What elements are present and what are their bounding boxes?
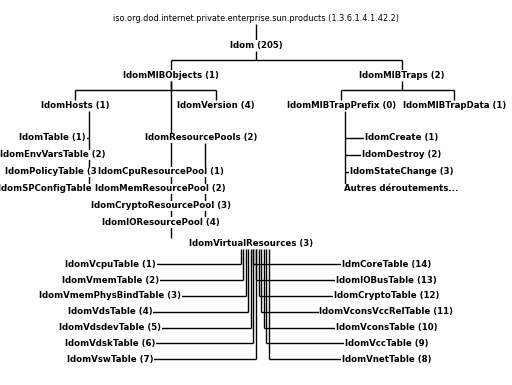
Text: ldomDestroy (2): ldomDestroy (2) [362,150,441,159]
Text: ldomMemResourcePool (2): ldomMemResourcePool (2) [95,184,226,193]
Text: ldomIOBusTable (13): ldomIOBusTable (13) [336,276,437,285]
Text: ldomVswTable (7): ldomVswTable (7) [67,355,154,364]
Text: ldomVdskTable (6): ldomVdskTable (6) [66,339,156,348]
Text: ldomMIBObjects (1): ldomMIBObjects (1) [123,71,219,80]
Text: ldomVcpuTable (1): ldomVcpuTable (1) [65,260,156,269]
Text: Autres déroutements...: Autres déroutements... [344,184,459,193]
Text: ldomVdsTable (4): ldomVdsTable (4) [68,307,153,316]
Text: ldomVmemPhysBindTable (3): ldomVmemPhysBindTable (3) [39,291,181,300]
Text: ldmCoreTable (14): ldmCoreTable (14) [342,260,431,269]
Text: ldomResourcePools (2): ldomResourcePools (2) [144,133,257,142]
Text: ldomMIBTraps (2): ldomMIBTraps (2) [359,71,444,80]
Text: ldomVccTable (9): ldomVccTable (9) [345,339,428,348]
Text: ldomSPConfigTable (4): ldomSPConfigTable (4) [0,184,108,193]
Text: ldomCryptoResourcePool (3): ldomCryptoResourcePool (3) [91,201,231,210]
Text: iso.org.dod.internet.private.enterprise.sun.products (1.3.6.1.4.1.42.2): iso.org.dod.internet.private.enterprise.… [113,15,399,23]
Text: ldom (205): ldom (205) [230,41,282,50]
Text: ldomVnetTable (8): ldomVnetTable (8) [342,355,431,364]
Text: ldomStateChange (3): ldomStateChange (3) [350,167,453,176]
Text: ldomCryptoTable (12): ldomCryptoTable (12) [334,291,439,300]
Text: ldomHosts (1): ldomHosts (1) [41,101,110,110]
Text: ldomCreate (1): ldomCreate (1) [365,133,438,142]
Text: ldomEnvVarsTable (2): ldomEnvVarsTable (2) [0,150,105,159]
Text: ldomCpuResourcePool (1): ldomCpuResourcePool (1) [98,167,224,176]
Text: ldomPolicyTable (3): ldomPolicyTable (3) [5,167,100,176]
Text: ldomVconsTable (10): ldomVconsTable (10) [336,323,437,332]
Text: ldomVersion (4): ldomVersion (4) [177,101,254,110]
Text: ldomVdsdevTable (5): ldomVdsdevTable (5) [59,323,161,332]
Text: ldomVirtualResources (3): ldomVirtualResources (3) [189,239,313,248]
Text: ldomVconsVccRelTable (11): ldomVconsVccRelTable (11) [319,307,454,316]
Text: ldomMIBTrapData (1): ldomMIBTrapData (1) [402,101,506,110]
Text: ldomIOResourcePool (4): ldomIOResourcePool (4) [102,218,220,227]
Text: ldomMIBTrapPrefix (0): ldomMIBTrapPrefix (0) [287,101,396,110]
Text: ldomTable (1): ldomTable (1) [19,133,86,142]
Text: ldomVmemTable (2): ldomVmemTable (2) [62,276,159,285]
